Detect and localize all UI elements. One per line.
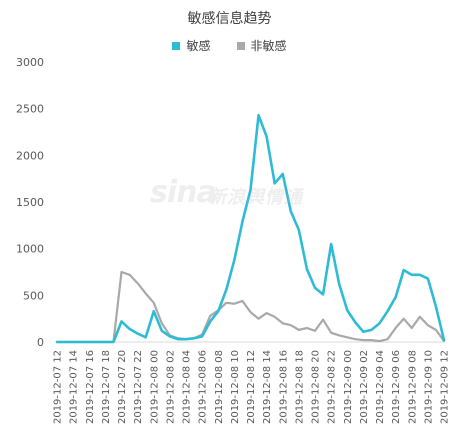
x-tick-label: 2019-12-08 22	[327, 350, 338, 424]
y-tick-label: 3000	[16, 56, 44, 69]
y-tick-label: 1000	[16, 243, 44, 256]
x-tick-label: 2019-12-07 22	[133, 350, 144, 424]
x-tick-label: 2019-12-08 08	[214, 350, 225, 424]
series-line-sensitive	[55, 113, 446, 344]
x-tick-label: 2019-12-08 14	[262, 350, 273, 424]
x-tick-label: 2019-12-07 18	[101, 350, 112, 424]
x-tick-label: 2019-12-08 10	[230, 350, 241, 424]
x-tick-label: 2019-12-07 20	[117, 350, 128, 424]
x-tick-label: 2019-12-08 04	[182, 350, 193, 424]
y-tick-label: 1500	[16, 196, 44, 209]
legend-swatch-nonsensitive	[236, 41, 245, 50]
legend-label-sensitive: 敏感	[186, 39, 211, 53]
x-tick-label: 2019-12-09 06	[391, 350, 402, 424]
x-tick-label: 2019-12-08 18	[294, 350, 305, 424]
x-tick-label: 2019-12-07 16	[85, 350, 96, 424]
x-tick-label: 2019-12-09 02	[359, 350, 370, 424]
y-tick-label: 500	[23, 289, 44, 302]
x-tick-label: 2019-12-08 16	[278, 350, 289, 424]
series-line-nonsensitive	[55, 270, 446, 344]
y-tick-label: 2500	[16, 103, 44, 116]
x-tick-label: 2019-12-07 14	[69, 350, 80, 424]
x-tick-label: 2019-12-08 00	[149, 350, 160, 424]
x-tick-label: 2019-12-07 12	[53, 350, 64, 424]
y-tick-label: 0	[37, 336, 44, 349]
x-tick-label: 2019-12-09 00	[343, 350, 354, 424]
x-tick-label: 2019-12-08 02	[165, 350, 176, 424]
legend-swatch-sensitive	[172, 41, 181, 50]
x-tick-label: 2019-12-09 10	[423, 350, 434, 424]
x-tick-label: 2019-12-08 06	[198, 350, 209, 424]
legend-item-nonsensitive[interactable]: 非敏感	[236, 37, 287, 54]
legend-label-nonsensitive: 非敏感	[250, 39, 287, 53]
x-tick-label: 2019-12-09 08	[407, 350, 418, 424]
chart-legend: 敏感 非敏感	[0, 37, 459, 54]
x-tick-label: 2019-12-09 12	[440, 350, 451, 424]
x-tick-label: 2019-12-08 20	[311, 350, 322, 424]
chart-title: 敏感信息趋势	[187, 11, 272, 27]
x-tick-label: 2019-12-08 12	[246, 350, 257, 424]
legend-item-sensitive[interactable]: 敏感	[172, 37, 211, 54]
x-tick-label: 2019-12-09 04	[375, 350, 386, 424]
y-tick-label: 2000	[16, 149, 44, 162]
